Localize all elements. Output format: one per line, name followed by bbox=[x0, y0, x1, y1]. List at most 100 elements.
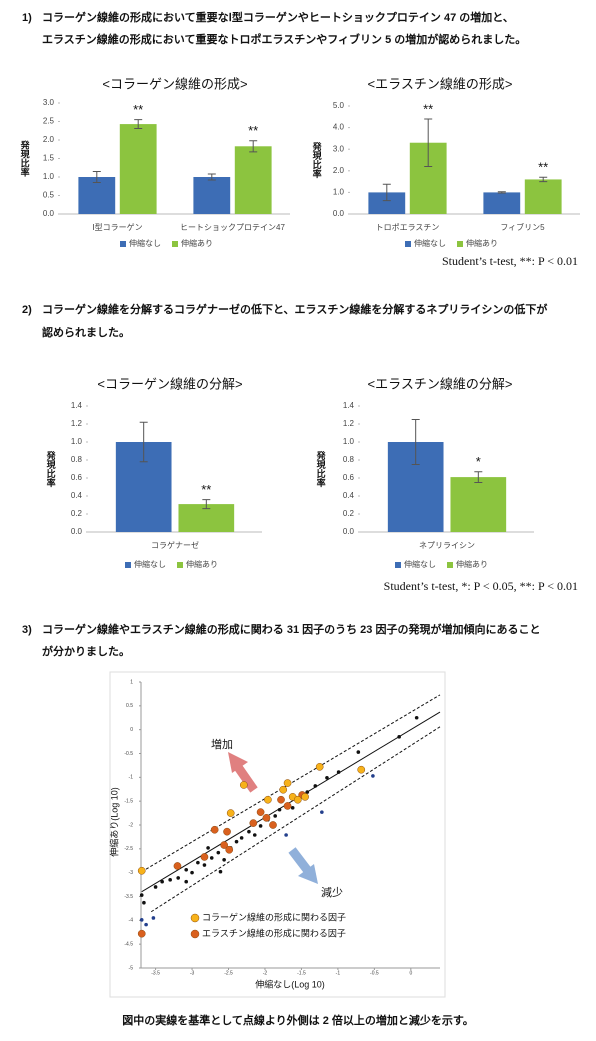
section-text: コラーゲン線維やエラスチン線維の形成に関わる 31 因子のうち 23 因子の発現… bbox=[42, 622, 540, 636]
legend-swatch bbox=[177, 562, 183, 568]
x-axis-label: 伸縮なし(Log 10) bbox=[255, 978, 325, 989]
data-point bbox=[139, 893, 144, 897]
y-tick-label: -2.5 bbox=[124, 846, 133, 852]
error-bar bbox=[474, 471, 483, 483]
data-point bbox=[325, 776, 329, 780]
data-point bbox=[305, 790, 310, 794]
data-point bbox=[223, 827, 231, 836]
x-tick-label: コラゲナーゼ bbox=[151, 540, 199, 550]
note: Student’s t-test, *: P < 0.05, **: P < 0… bbox=[384, 579, 578, 593]
bar bbox=[234, 146, 272, 214]
data-point bbox=[269, 821, 277, 829]
data-point bbox=[262, 814, 271, 822]
y-axis-label: 発現比率 bbox=[315, 450, 326, 488]
annotation: 減少 bbox=[321, 885, 343, 899]
legend-swatch bbox=[120, 241, 126, 247]
legend-marker bbox=[190, 929, 200, 939]
legend-swatch bbox=[125, 562, 131, 568]
x-tick-label: -2.5 bbox=[224, 970, 233, 976]
legend-label: 伸縮あり bbox=[181, 238, 213, 248]
data-point bbox=[313, 784, 318, 788]
y-tick-label: 4.0 bbox=[333, 123, 345, 132]
y-tick-label: 0 bbox=[130, 727, 133, 733]
y-tick-label: 1.4 bbox=[343, 401, 355, 410]
data-point bbox=[277, 807, 282, 812]
y-tick-label: 0.5 bbox=[126, 703, 133, 709]
increase-arrow bbox=[228, 752, 258, 793]
data-point bbox=[200, 853, 209, 861]
annotation: 増加 bbox=[211, 738, 233, 751]
error-bar bbox=[202, 499, 211, 510]
data-point bbox=[283, 779, 292, 787]
caption: 図中の実線を基準として点線より外側は 2 倍以上の増加と減少を示す。 bbox=[122, 1013, 474, 1027]
data-point bbox=[239, 836, 244, 840]
data-point bbox=[277, 795, 285, 804]
error-bar bbox=[134, 119, 143, 130]
y-tick-label: 0.5 bbox=[43, 191, 55, 200]
data-point bbox=[301, 793, 309, 801]
data-point bbox=[202, 863, 207, 867]
bar bbox=[193, 177, 231, 214]
y-axis-label: 伸縮あり(Log 10) bbox=[108, 787, 119, 857]
legend-label: 伸縮なし bbox=[129, 238, 161, 248]
data-point bbox=[256, 808, 265, 816]
y-tick-label: 1.0 bbox=[43, 172, 55, 181]
legend-label: 伸縮なし bbox=[414, 238, 446, 248]
section-text: コラーゲン線維を分解するコラゲナーゼの低下と、エラスチン線維を分解するネプリライ… bbox=[42, 302, 547, 316]
data-point bbox=[225, 845, 234, 854]
data-point bbox=[290, 806, 295, 810]
data-point bbox=[210, 825, 219, 834]
error-bar bbox=[92, 170, 101, 184]
y-tick-label: 3.0 bbox=[333, 144, 345, 153]
legend-label: 伸縮あり bbox=[186, 559, 218, 569]
y-tick-label: 0.4 bbox=[71, 491, 83, 500]
x-tick-label: -1 bbox=[336, 970, 341, 976]
reference-line bbox=[141, 711, 441, 893]
y-tick-label: 0.0 bbox=[343, 527, 355, 536]
y-tick-label: 0.4 bbox=[343, 491, 355, 500]
section-number: 3) bbox=[22, 624, 32, 636]
y-tick-label: 1.2 bbox=[343, 419, 355, 428]
section-text: エラスチン線維の形成において重要なトロポエラスチンやフィブリン 5 の増加が認め… bbox=[42, 32, 526, 46]
x-tick-label: -3 bbox=[190, 970, 195, 976]
data-point bbox=[160, 879, 164, 884]
y-tick-label: -1 bbox=[129, 775, 134, 781]
data-point bbox=[142, 900, 146, 905]
section-text: 認められました。 bbox=[42, 325, 130, 339]
x-tick-label: トロポエラスチン bbox=[376, 223, 440, 232]
legend-label: 伸縮あり bbox=[466, 238, 498, 248]
data-point bbox=[356, 750, 361, 754]
y-tick-label: 0.8 bbox=[71, 455, 83, 464]
data-point bbox=[209, 856, 214, 860]
y-tick-label: 1.2 bbox=[71, 419, 83, 428]
y-tick-label: -2 bbox=[129, 822, 134, 828]
bar bbox=[450, 477, 507, 532]
data-point bbox=[139, 918, 144, 922]
y-tick-label: -4.5 bbox=[124, 941, 133, 947]
y-tick-label: 1.5 bbox=[43, 154, 55, 163]
y-tick-label: -1.5 bbox=[124, 798, 133, 804]
legend-swatch bbox=[405, 241, 411, 247]
bar bbox=[78, 177, 116, 214]
data-point bbox=[190, 870, 194, 875]
y-tick-label: 0.2 bbox=[343, 509, 355, 518]
data-point bbox=[264, 795, 272, 804]
legend-swatch bbox=[172, 241, 178, 247]
x-tick-label: Ⅰ型コラーゲン bbox=[92, 222, 142, 232]
y-axis-label: 発現比率 bbox=[19, 139, 30, 177]
x-tick-label: ネプリライシン bbox=[419, 541, 475, 550]
data-point bbox=[249, 819, 258, 827]
data-point bbox=[397, 735, 401, 739]
error-bar bbox=[382, 183, 391, 202]
data-point bbox=[283, 802, 292, 810]
legend-label: エラスチン線維の形成に関わる因子 bbox=[202, 927, 346, 938]
y-tick-label: 2.0 bbox=[43, 135, 55, 144]
data-point bbox=[144, 922, 148, 927]
data-point bbox=[371, 774, 375, 778]
section-text: が分かりました。 bbox=[42, 644, 130, 658]
chart-title: <コラーゲン線維の形成> bbox=[102, 76, 247, 91]
legend-swatch bbox=[447, 562, 453, 568]
bar bbox=[483, 192, 521, 214]
data-point bbox=[357, 765, 366, 774]
bar bbox=[368, 192, 406, 214]
